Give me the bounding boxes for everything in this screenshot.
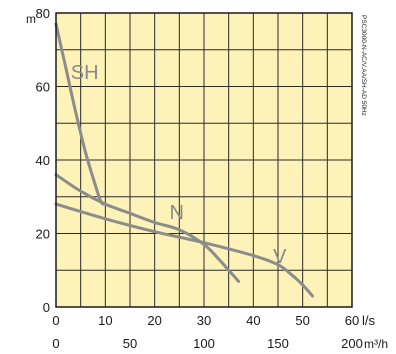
y-tick-label: 0 xyxy=(43,300,50,315)
grid-lines xyxy=(56,13,352,307)
x-tick-label: 0 xyxy=(52,313,59,328)
x2-tick-label: 0 xyxy=(52,336,59,351)
x-tick-label: 10 xyxy=(98,313,112,328)
curve-label-n: N xyxy=(169,202,183,224)
x-axis-unit-ls: l/s xyxy=(362,313,376,328)
y-axis-unit: m xyxy=(26,12,36,26)
curve-n xyxy=(54,173,240,283)
x-axis-unit-m3h: m³/h xyxy=(364,337,388,351)
y-tick-label: 40 xyxy=(36,153,50,168)
x-axis-ticks-ls: 0 10 20 30 40 50 60 xyxy=(52,313,359,328)
x-tick-label: 20 xyxy=(147,313,161,328)
x-tick-label: 30 xyxy=(197,313,211,328)
y-tick-label: 60 xyxy=(36,80,50,95)
curve-labels: SH N V xyxy=(71,62,287,268)
y-axis-ticks: 0 20 40 60 80 xyxy=(36,6,50,315)
x2-tick-label: 50 xyxy=(123,336,137,351)
x2-tick-label: 150 xyxy=(267,336,289,351)
curve-label-sh: SH xyxy=(71,62,99,84)
plot-frame xyxy=(55,12,353,308)
x2-tick-label: 100 xyxy=(193,336,215,351)
x-tick-label: 40 xyxy=(246,313,260,328)
x2-tick-label: 200 xyxy=(341,336,363,351)
curve-v xyxy=(54,202,314,298)
y-tick-label: 80 xyxy=(36,6,50,21)
curve-label-v: V xyxy=(273,246,287,268)
x-tick-label: 50 xyxy=(295,313,309,328)
pump-curves xyxy=(54,22,314,298)
x-axis-ticks-m3h: 0 50 100 150 200 xyxy=(52,336,362,351)
x-tick-label: 60 xyxy=(345,313,359,328)
model-note: PSC3000-N-AC/V.AA/SH-AD 50Hz xyxy=(360,15,367,116)
y-tick-label: 20 xyxy=(36,227,50,242)
